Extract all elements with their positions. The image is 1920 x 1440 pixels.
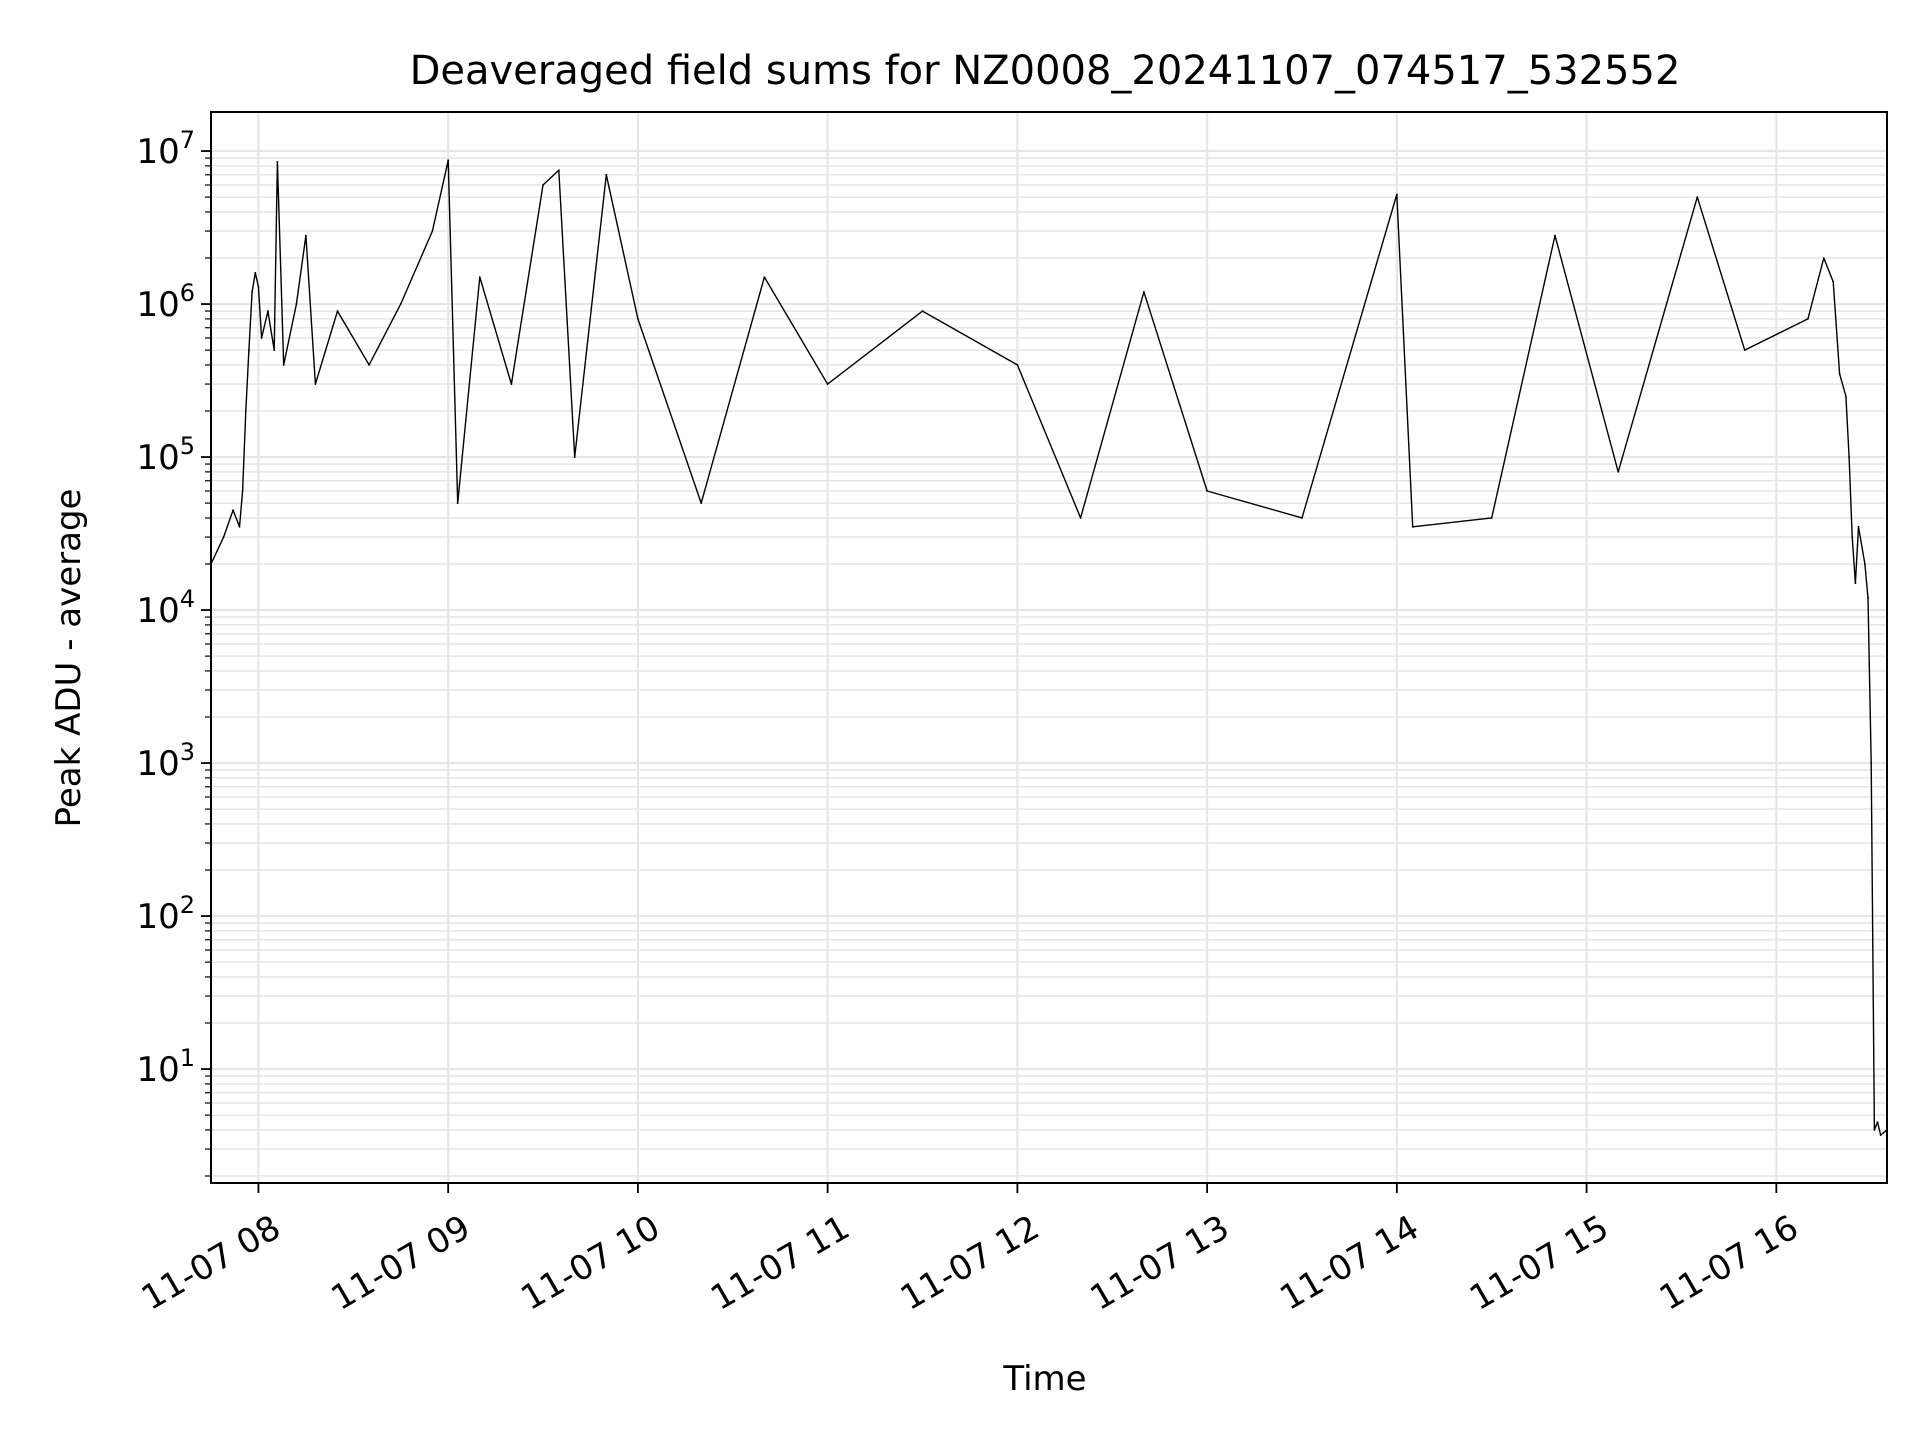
data-point [1857,525,1860,528]
data-point [1867,597,1869,599]
data-point [1854,582,1857,585]
y-tick-base: 10 [136,591,179,631]
data-point [295,303,298,305]
data-point [1554,234,1556,237]
data-point [1743,349,1746,352]
data-point [1301,517,1303,519]
y-tick-base: 10 [136,1050,179,1090]
data-point [1870,762,1873,764]
y-tick-label: 105 [136,432,195,478]
data-point [431,230,434,232]
grid [211,112,1887,1183]
data-point [276,160,279,163]
data-point [1142,291,1145,293]
y-tick-exponent: 4 [180,585,195,613]
data-point [542,184,544,186]
data-point [478,276,481,279]
y-tick-base: 10 [136,897,179,937]
y-tick-label: 101 [136,1044,195,1090]
data-point [605,173,608,176]
data-point [244,410,247,412]
y-tick-base: 10 [136,744,179,784]
y-tick-exponent: 5 [180,432,195,460]
data-point [1079,517,1082,519]
data-point [1844,395,1847,398]
data-point [1411,525,1414,528]
data-point [368,364,371,366]
data-point [399,303,402,305]
y-tick-exponent: 7 [180,126,195,154]
data-point [336,310,339,312]
data-point [1822,257,1825,259]
data-point [456,502,459,505]
data-point [510,383,513,385]
y-tick-label: 106 [136,279,195,325]
data-point [1876,1121,1879,1124]
data-point [251,291,254,293]
data-point [1863,563,1866,565]
y-tick-exponent: 1 [180,1044,195,1072]
data-point [1696,196,1699,199]
data-point [232,509,235,512]
y-axis-label: Peak ADU - average [49,489,89,828]
data-point [304,234,307,237]
data-point [1879,1134,1882,1137]
data-point [700,502,703,505]
data-point [557,169,560,172]
y-tick-label: 103 [136,738,195,784]
data-point [254,271,257,274]
data-point [260,337,263,339]
y-tick-base: 10 [136,285,179,325]
data-point [447,159,450,162]
data-point [241,490,244,492]
x-axis-label: Time [1002,1359,1086,1399]
data-point [1807,317,1809,320]
data-point [282,364,285,366]
data-point [238,525,241,528]
data-point [573,456,576,458]
y-tick-label: 107 [136,126,195,172]
y-tick-base: 10 [136,132,179,172]
data-point [637,317,639,320]
data-point [1873,1129,1876,1131]
data-point [1206,490,1209,492]
data-point [1848,456,1850,458]
data-point [248,349,250,352]
y-tick-exponent: 2 [180,891,195,919]
data-point [1016,364,1019,366]
chart-title: Deaveraged field sums for NZ0008_2024110… [410,48,1681,94]
y-tick-exponent: 6 [180,279,195,307]
data-point [257,285,260,288]
axes-frame [210,111,1888,1184]
data-point [1490,517,1493,519]
data-point [314,383,317,385]
data-point [1832,280,1835,283]
data-point [1838,372,1841,375]
data-point [826,383,829,385]
data-point [222,536,225,538]
data-point [921,310,924,312]
data-point [763,276,766,279]
y-tick-label: 102 [136,891,195,937]
data-point [1617,470,1620,473]
data-point [267,310,269,312]
y-tick-base: 10 [136,438,179,478]
data-point [1851,536,1854,538]
data-point [273,349,276,352]
y-tick-label: 104 [136,585,195,631]
y-tick-exponent: 3 [180,738,195,766]
data-point [1395,193,1398,196]
